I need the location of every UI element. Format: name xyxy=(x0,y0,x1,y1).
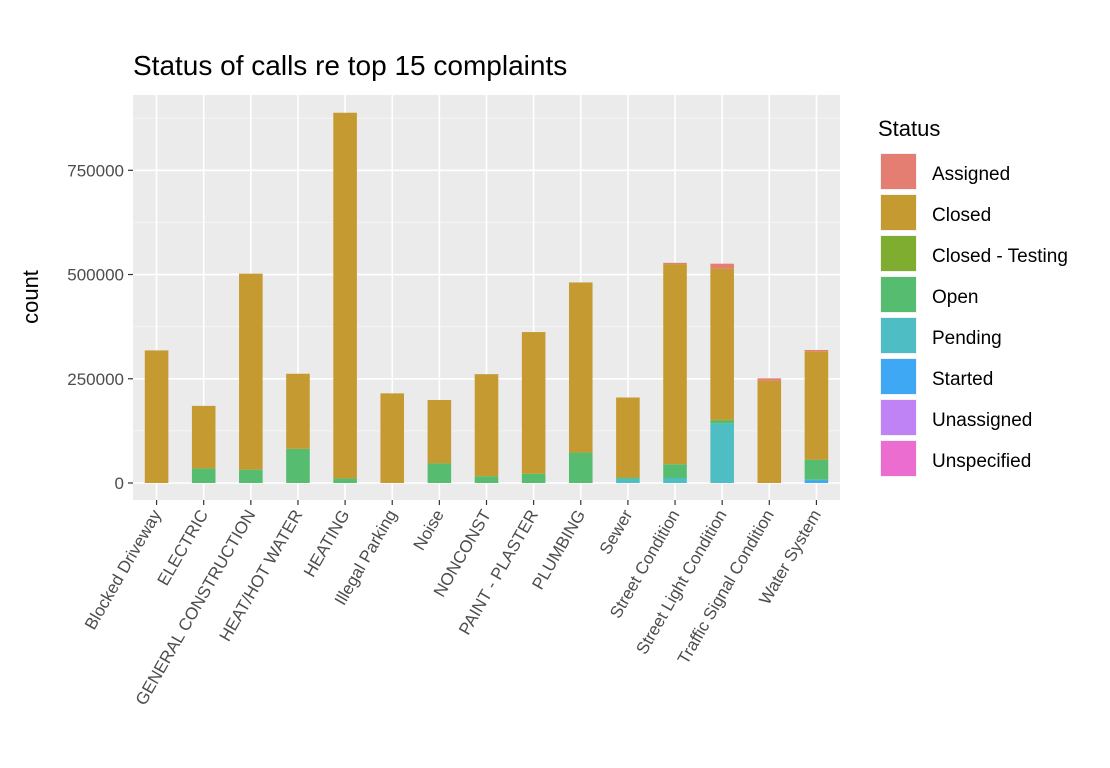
x-tick-label: Blocked Driveway xyxy=(81,506,165,633)
x-tick-label: Street Light Condition xyxy=(632,507,730,658)
legend-swatch xyxy=(881,277,916,312)
x-tick-label: HEAT/HOT WATER xyxy=(216,507,307,645)
bar-segment xyxy=(757,378,782,381)
legend-label: Unassigned xyxy=(932,410,1032,431)
bar-segment xyxy=(757,380,782,483)
legend-swatch xyxy=(881,236,916,271)
legend: Status Assigned Closed Closed - Testing Ope… xyxy=(878,116,1068,477)
bar-segment xyxy=(804,479,829,481)
bar-segment xyxy=(663,264,687,465)
legend-swatch xyxy=(881,154,916,189)
legend-label: Assigned xyxy=(932,164,1010,185)
bar-segment xyxy=(521,332,546,474)
bar-segment xyxy=(333,112,357,479)
legend-swatch xyxy=(881,441,916,476)
bar-segment xyxy=(710,423,734,483)
bar-segment xyxy=(239,273,263,470)
bar-segment xyxy=(663,477,687,483)
bar-segment xyxy=(616,478,640,483)
legend-label: Open xyxy=(932,287,978,308)
y-tick-label: 0 xyxy=(115,474,124,493)
legend-title: Status xyxy=(878,116,940,141)
x-tick-label: HEATING xyxy=(300,507,354,581)
x-tick-label: Sewer xyxy=(596,506,637,558)
bar-segment xyxy=(286,448,310,483)
legend-swatch xyxy=(881,318,916,353)
bar-segment xyxy=(286,373,310,449)
bars xyxy=(144,112,829,483)
bar-segment xyxy=(380,393,405,483)
legend-label: Closed xyxy=(932,205,991,226)
bar-segment xyxy=(616,477,640,479)
bar-segment xyxy=(191,468,216,483)
bar-segment xyxy=(427,463,452,483)
bar-segment xyxy=(474,374,499,477)
bar-segment xyxy=(568,282,593,453)
bar-segment xyxy=(804,459,829,480)
bar-segment xyxy=(191,405,216,469)
legend-label: Started xyxy=(932,369,993,390)
bar-segment xyxy=(710,268,734,420)
x-tick-label: Noise xyxy=(410,507,448,554)
y-tick-label: 250000 xyxy=(67,370,124,389)
legend-label: Unspecified xyxy=(932,451,1031,472)
y-axis-title: count xyxy=(18,270,43,324)
bar-segment xyxy=(616,397,640,478)
bar-segment xyxy=(521,473,546,483)
bar-segment xyxy=(568,452,593,483)
bar-segment xyxy=(804,480,829,483)
legend-label: Closed - Testing xyxy=(932,246,1068,267)
bar-segment xyxy=(710,419,734,421)
bar-segment xyxy=(239,469,263,483)
legend-swatch xyxy=(881,400,916,435)
y-tick-label: 500000 xyxy=(67,266,124,285)
bar-segment xyxy=(710,420,734,424)
bar-segment xyxy=(427,400,452,464)
bar-segment xyxy=(663,464,687,478)
legend-swatch xyxy=(881,359,916,394)
bar-segment xyxy=(804,349,829,352)
legend-label: Pending xyxy=(932,328,1002,349)
y-axis: 0 250000 500000 750000 xyxy=(67,161,133,493)
bar-segment xyxy=(144,350,169,483)
bar-segment xyxy=(710,263,734,269)
bar-segment xyxy=(804,351,829,460)
bar-segment xyxy=(474,476,499,483)
chart-title: Status of calls re top 15 complaints xyxy=(133,50,567,81)
y-tick-label: 750000 xyxy=(67,161,124,180)
bar-segment xyxy=(333,478,357,483)
bar-segment xyxy=(663,262,687,265)
legend-swatch xyxy=(881,195,916,230)
